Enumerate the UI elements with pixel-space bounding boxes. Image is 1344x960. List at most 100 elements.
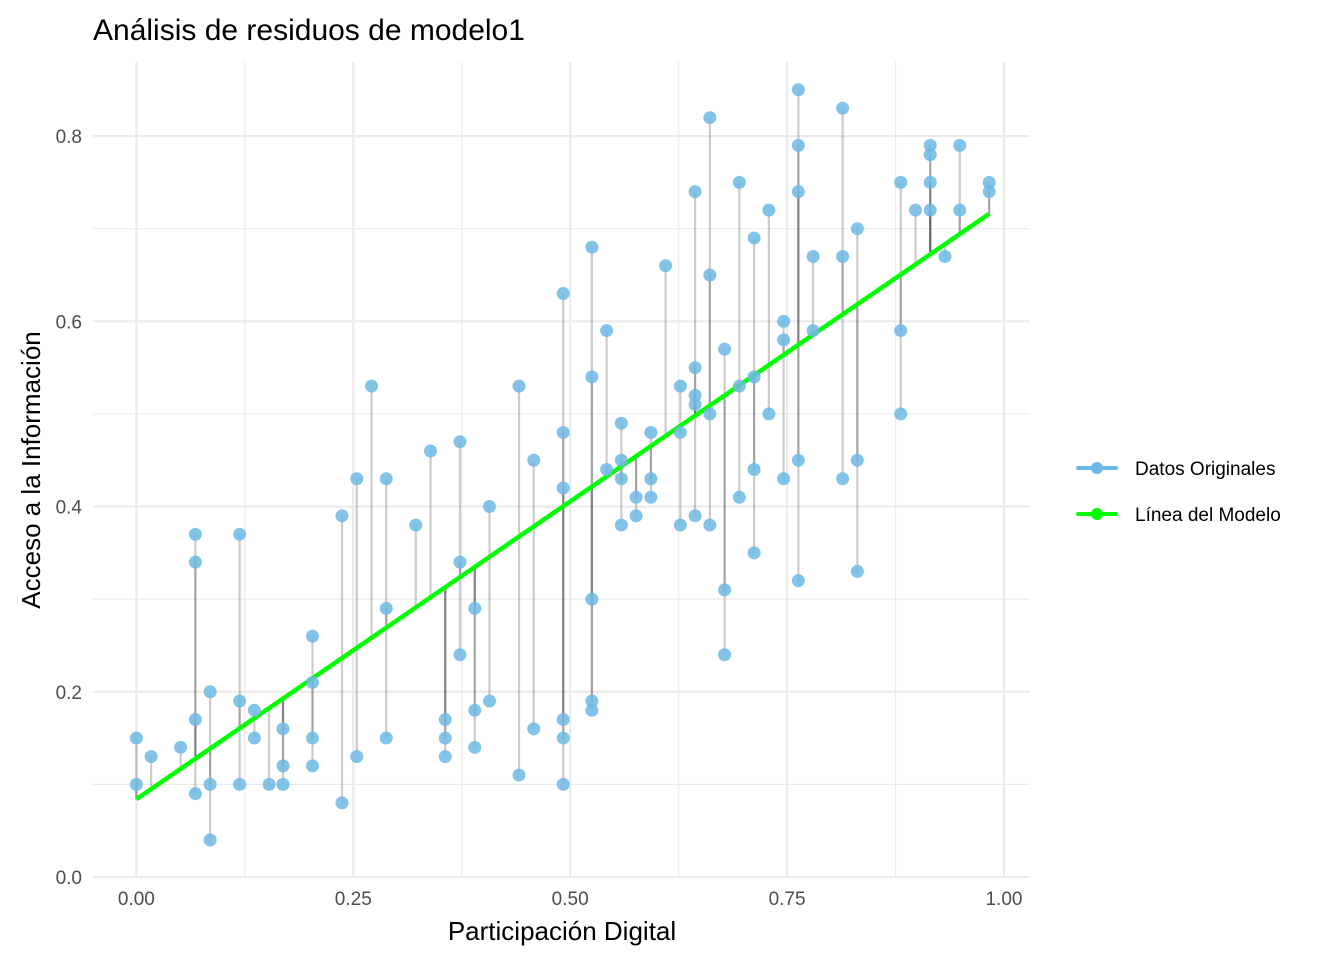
data-point: [688, 361, 702, 375]
y-tick-label: 0.4: [56, 498, 83, 519]
x-tick-label: 0.50: [552, 889, 589, 910]
data-point: [556, 777, 570, 791]
data-point: [129, 731, 143, 745]
data-point: [438, 750, 452, 764]
data-point: [203, 833, 217, 847]
data-point: [659, 259, 673, 273]
data-point: [585, 370, 599, 384]
data-point: [644, 425, 658, 439]
data-point: [188, 713, 202, 727]
data-point: [762, 203, 776, 217]
data-point: [512, 379, 526, 393]
data-point: [703, 518, 717, 532]
y-axis-label: Acceso a la Información: [16, 331, 46, 608]
model-line-group: [135, 211, 991, 802]
data-point: [747, 546, 761, 560]
x-tick-label: 0.75: [769, 889, 806, 910]
data-point: [791, 574, 805, 588]
legend-label-datos: Datos Originales: [1135, 459, 1275, 480]
x-axis-ticks: 0.00 0.25 0.50 0.75 1.00: [118, 889, 1023, 910]
data-point: [894, 324, 908, 338]
data-point: [233, 777, 247, 791]
data-point: [673, 425, 687, 439]
data-point: [600, 463, 614, 476]
data-point: [129, 777, 143, 791]
data-point: [923, 138, 937, 152]
data-point: [482, 500, 496, 514]
data-point: [644, 490, 658, 504]
data-point: [468, 740, 482, 754]
data-point: [203, 685, 217, 699]
y-tick-label: 0.2: [56, 683, 82, 704]
data-point: [777, 314, 791, 328]
data-point: [791, 83, 805, 97]
model-line: [135, 211, 991, 802]
data-point: [791, 138, 805, 152]
data-point: [836, 101, 850, 115]
data-point: [233, 694, 247, 708]
data-point: [923, 175, 937, 189]
data-point: [468, 601, 482, 615]
legend: Datos Originales Línea del Modelo: [1076, 459, 1281, 526]
data-point: [203, 777, 217, 791]
data-point: [335, 796, 349, 810]
data-point: [791, 185, 805, 199]
data-point: [276, 777, 290, 791]
data-point: [276, 759, 290, 773]
data-point: [188, 787, 202, 801]
data-point: [703, 407, 717, 421]
x-tick-label: 1.00: [985, 889, 1022, 910]
data-point: [629, 490, 643, 504]
data-point: [894, 175, 908, 189]
data-point: [350, 750, 364, 764]
data-point: [527, 722, 541, 736]
data-point: [556, 731, 570, 745]
data-point: [614, 518, 628, 532]
data-point: [777, 472, 791, 486]
data-point: [482, 694, 496, 708]
data-point: [806, 249, 820, 263]
data-point: [409, 518, 423, 532]
data-point: [468, 703, 482, 717]
data-point: [732, 379, 746, 393]
legend-marker-datos: [1091, 462, 1103, 474]
data-point: [306, 676, 320, 690]
data-points: [129, 83, 996, 847]
x-tick-label: 0.00: [118, 889, 155, 910]
data-point: [953, 203, 967, 217]
y-tick-label: 0.6: [56, 312, 82, 333]
data-point: [836, 472, 850, 486]
data-point: [585, 592, 599, 606]
grid: [93, 62, 1030, 879]
data-point: [953, 138, 967, 152]
data-point: [453, 435, 467, 449]
data-point: [174, 740, 188, 754]
data-point: [527, 453, 541, 467]
data-point: [836, 249, 850, 263]
data-point: [908, 203, 922, 217]
data-point: [923, 148, 937, 162]
data-point: [614, 472, 628, 486]
data-point: [732, 490, 746, 504]
legend-label-modelo: Línea del Modelo: [1135, 505, 1281, 526]
data-point: [688, 388, 702, 402]
data-point: [306, 629, 320, 643]
data-point: [688, 185, 702, 199]
data-point: [850, 453, 864, 467]
data-point: [614, 453, 628, 467]
data-point: [982, 175, 996, 189]
data-point: [306, 759, 320, 773]
data-point: [673, 379, 687, 393]
data-point: [556, 481, 570, 495]
data-point: [438, 713, 452, 727]
y-tick-label: 0.8: [56, 127, 82, 148]
data-point: [850, 222, 864, 236]
data-point: [379, 601, 393, 615]
x-axis-label: Participación Digital: [448, 916, 676, 946]
data-point: [732, 175, 746, 189]
data-point: [585, 694, 599, 708]
data-point: [350, 472, 364, 486]
data-point: [585, 703, 599, 717]
data-point: [379, 472, 393, 486]
